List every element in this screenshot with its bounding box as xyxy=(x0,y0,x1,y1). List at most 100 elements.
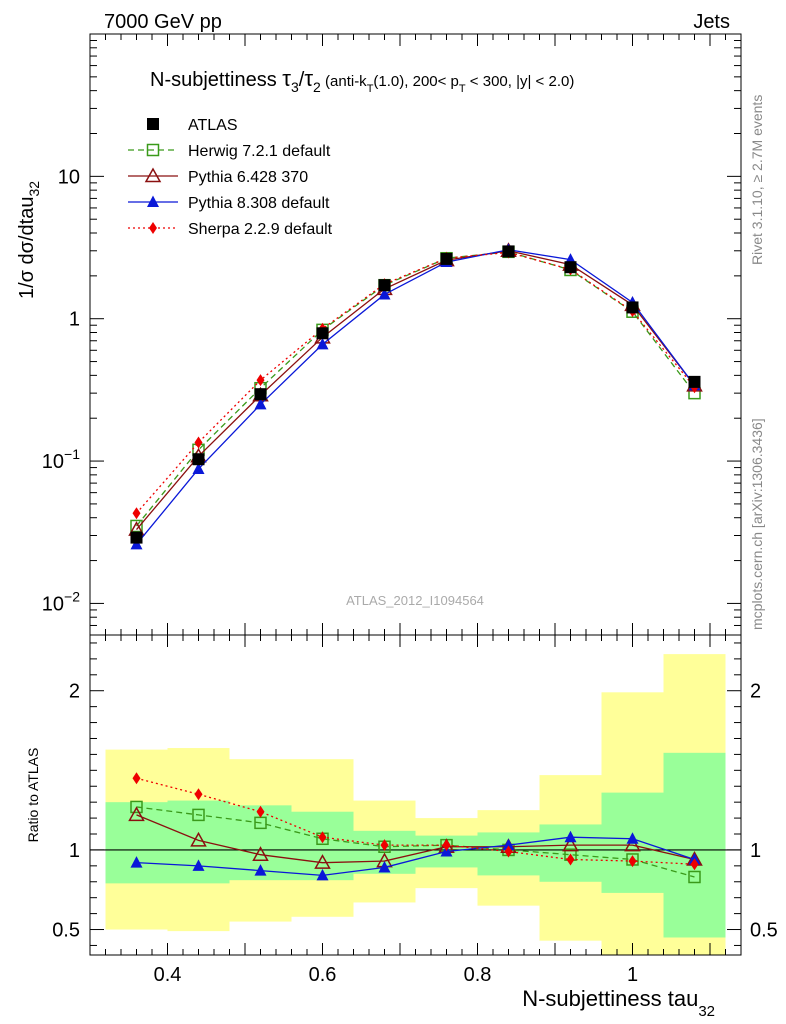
ratio-y-tick-label: 2 xyxy=(69,681,80,703)
legend-label-atlas: ATLAS xyxy=(188,117,238,134)
series-line-herwig xyxy=(135,251,696,527)
title-cuts-a: (anti-k xyxy=(321,73,367,90)
ratio-series xyxy=(128,772,703,884)
title-cuts-c: < 300, |y| < 2.0) xyxy=(466,73,575,90)
ratio-point-sherpa xyxy=(256,805,265,818)
title-sub2: 2 xyxy=(313,79,321,95)
series-herwig xyxy=(130,245,701,533)
ratio-point-sherpa xyxy=(318,831,327,844)
ratio-point-herwig xyxy=(130,800,143,814)
series-line-pythia8 xyxy=(135,249,696,545)
legend-label-herwig: Herwig 7.2.1 default xyxy=(188,143,331,160)
point-atlas xyxy=(192,453,205,466)
ratio-line-pythia8 xyxy=(136,836,695,877)
point-atlas xyxy=(130,531,143,544)
point-atlas xyxy=(254,388,267,401)
x-label-text: N-subjettiness tau xyxy=(522,986,698,1011)
title-cuts-t1: T xyxy=(367,83,374,95)
rivet-label: Rivet 3.1.10, ≥ 2.7M events xyxy=(749,95,765,265)
y-label-main-sub: 32 xyxy=(26,181,42,197)
y-axis-label-main: 1/σ dσ/dtau32 xyxy=(16,181,42,299)
point-pythia8 xyxy=(130,537,143,550)
ratio-point-herwig xyxy=(688,870,701,884)
point-atlas xyxy=(440,252,453,265)
x-tick-label: 0.6 xyxy=(309,964,337,986)
series-pythia6 xyxy=(128,242,703,536)
main-y-tick-label-exp: −1 xyxy=(64,446,80,462)
ratio-y-tick-label-right: 0.5 xyxy=(750,920,778,942)
title-cuts-b: (1.0), 200< p xyxy=(373,73,458,90)
legend-marker-pythia8 xyxy=(147,195,159,207)
x-tick-label: 1 xyxy=(627,964,638,986)
x-tick-label: 0.4 xyxy=(154,964,182,986)
series-line-pythia6 xyxy=(136,250,696,531)
legend-marker-atlas xyxy=(147,118,159,130)
point-atlas xyxy=(502,245,515,258)
legend-label-pythia6: Pythia 6.428 370 xyxy=(188,169,308,186)
plot-title: N-subjettiness τ3/τ2 (anti-kT(1.0), 200<… xyxy=(150,66,574,95)
ratio-point-pythia8 xyxy=(378,860,391,873)
series-atlas xyxy=(130,245,701,544)
ratio-point-sherpa xyxy=(628,855,637,868)
legend-label-pythia8: Pythia 8.308 default xyxy=(188,195,330,212)
ratio-point-sherpa xyxy=(194,788,203,801)
point-pythia8 xyxy=(316,337,329,350)
ratio-y-tick-label: 0.5 xyxy=(52,920,80,942)
ratio-point-sherpa xyxy=(690,858,699,871)
ratio-point-pythia6 xyxy=(252,846,269,861)
title-main: N-subjettiness xyxy=(150,69,282,91)
ratio-point-pythia6 xyxy=(624,836,641,852)
band-inner xyxy=(167,800,230,884)
ratio-point-sherpa xyxy=(380,839,389,852)
point-atlas xyxy=(378,279,391,292)
analysis-id: ATLAS_2012_I1094564 xyxy=(346,593,484,608)
ratio-y-tick-label-right: 1 xyxy=(750,840,761,862)
y-axis-label-ratio: Ratio to ATLAS xyxy=(25,748,41,843)
ratio-point-sherpa xyxy=(504,845,513,858)
ratio-point-pythia8 xyxy=(626,832,639,844)
ratio-point-sherpa xyxy=(442,839,451,852)
band-inner xyxy=(663,752,726,938)
legend-marker-sherpa xyxy=(149,222,157,234)
legend-marker-herwig xyxy=(146,143,160,157)
ratio-point-pythia8 xyxy=(502,838,515,851)
mcplots-label: mcplots.cern.ch [arXiv:1306.3436] xyxy=(749,418,765,630)
x-tick-label: 0.8 xyxy=(464,964,492,986)
ratio-series-sherpa xyxy=(132,772,699,871)
main-y-tick-label: 10 xyxy=(58,166,80,188)
title-tau3: τ xyxy=(282,66,291,91)
point-sherpa xyxy=(132,507,141,520)
ratio-point-pythia8 xyxy=(316,868,329,881)
series-sherpa xyxy=(132,246,699,520)
point-sherpa xyxy=(256,374,265,387)
ratio-point-sherpa xyxy=(566,853,575,866)
ratio-point-pythia8 xyxy=(192,859,205,871)
ratio-line-herwig xyxy=(136,806,695,878)
main-y-tick-label-exp: −2 xyxy=(64,588,80,604)
main-y-tick-label: 10−1 xyxy=(42,446,80,473)
title-tau2: τ xyxy=(304,66,313,91)
title-slash: / xyxy=(299,69,305,91)
point-pythia8 xyxy=(254,397,267,410)
point-sherpa xyxy=(194,436,203,449)
main-y-tick-label: 10−2 xyxy=(42,588,80,615)
main-y-tick-label: 1 xyxy=(69,309,80,331)
point-pythia8 xyxy=(378,287,391,300)
ratio-point-pythia6 xyxy=(562,836,579,852)
header-right: Jets xyxy=(693,11,730,33)
ratio-point-pythia6 xyxy=(314,854,331,869)
legend: ATLAS Herwig 7.2.1 default Pythia 6.428 37… xyxy=(128,117,333,238)
point-atlas xyxy=(316,327,329,340)
main-series xyxy=(128,242,703,550)
ratio-point-herwig xyxy=(192,808,205,822)
ratio-line-sherpa xyxy=(136,777,695,865)
y-label-main-text: 1/σ dσ/dtau xyxy=(16,197,38,300)
main-y-tick-label-base: 10 xyxy=(42,593,64,615)
main-y-tick-label-base: 10 xyxy=(58,166,80,188)
legend-label-sherpa: Sherpa 2.2.9 default xyxy=(188,221,333,238)
x-axis-label: N-subjettiness tau32 xyxy=(522,986,715,1020)
ratio-y-tick-label: 1 xyxy=(69,840,80,862)
point-atlas xyxy=(626,301,639,314)
point-atlas xyxy=(688,375,701,388)
